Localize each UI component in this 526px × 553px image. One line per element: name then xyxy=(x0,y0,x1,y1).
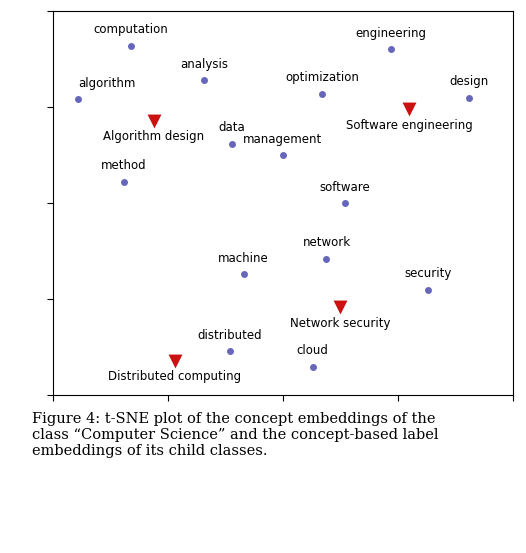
Point xyxy=(170,356,179,365)
Point xyxy=(341,199,349,208)
Text: software: software xyxy=(319,181,370,194)
Text: Algorithm design: Algorithm design xyxy=(103,130,205,143)
Text: security: security xyxy=(404,267,451,280)
Point xyxy=(120,178,128,186)
Point xyxy=(405,105,413,113)
Text: cloud: cloud xyxy=(297,344,329,357)
Point xyxy=(336,302,345,311)
Text: management: management xyxy=(243,133,322,145)
Text: Network security: Network security xyxy=(290,317,390,330)
Point xyxy=(279,151,287,160)
Text: distributed: distributed xyxy=(197,328,262,342)
Point xyxy=(465,93,473,102)
Point xyxy=(308,362,317,371)
Point xyxy=(423,285,432,294)
Text: design: design xyxy=(450,75,489,88)
Text: network: network xyxy=(302,236,350,249)
Text: Software engineering: Software engineering xyxy=(346,119,473,132)
Point xyxy=(226,347,234,356)
Point xyxy=(322,254,331,263)
Point xyxy=(228,139,236,148)
Point xyxy=(387,45,395,54)
Text: Figure 4: t-SNE plot of the concept embeddings of the
class “Computer Science” a: Figure 4: t-SNE plot of the concept embe… xyxy=(32,412,438,458)
Point xyxy=(318,89,326,98)
Text: Distributed computing: Distributed computing xyxy=(108,371,241,383)
Point xyxy=(127,41,135,50)
Text: optimization: optimization xyxy=(285,71,359,84)
Point xyxy=(239,270,248,279)
Point xyxy=(149,116,158,125)
Point xyxy=(74,95,82,104)
Text: computation: computation xyxy=(94,23,168,36)
Text: method: method xyxy=(101,159,147,173)
Text: engineering: engineering xyxy=(356,27,427,40)
Text: analysis: analysis xyxy=(180,58,228,71)
Point xyxy=(200,76,209,85)
Text: data: data xyxy=(219,121,246,134)
Text: algorithm: algorithm xyxy=(78,77,135,90)
Text: machine: machine xyxy=(218,252,269,265)
